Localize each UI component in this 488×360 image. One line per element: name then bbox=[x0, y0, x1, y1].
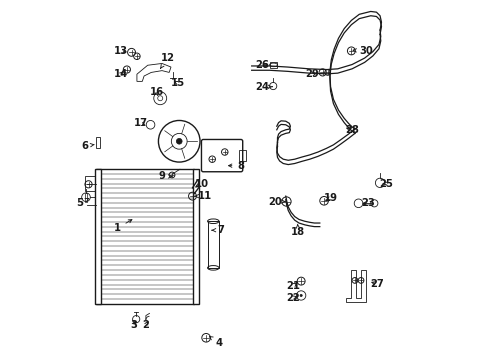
Bar bbox=[94, 169, 101, 304]
Text: 2: 2 bbox=[142, 320, 149, 330]
Bar bbox=[239, 150, 246, 161]
Text: 13: 13 bbox=[114, 46, 127, 56]
Bar bbox=[269, 62, 277, 68]
Bar bbox=[96, 137, 100, 148]
Text: 11: 11 bbox=[195, 191, 212, 201]
Text: 1: 1 bbox=[113, 220, 132, 233]
Text: 8: 8 bbox=[228, 161, 244, 171]
Text: 16: 16 bbox=[149, 87, 163, 97]
Text: 22: 22 bbox=[285, 293, 299, 303]
Text: 23: 23 bbox=[361, 198, 374, 208]
Text: 18: 18 bbox=[291, 224, 305, 237]
Text: 25: 25 bbox=[378, 179, 392, 189]
Text: 15: 15 bbox=[171, 78, 185, 88]
Circle shape bbox=[300, 294, 302, 297]
Text: 30: 30 bbox=[352, 46, 372, 56]
Bar bbox=[207, 221, 219, 268]
Text: 12: 12 bbox=[160, 53, 174, 68]
Text: 19: 19 bbox=[323, 193, 337, 203]
Text: 27: 27 bbox=[369, 279, 383, 289]
Text: 28: 28 bbox=[345, 125, 358, 135]
Text: 14: 14 bbox=[113, 69, 128, 79]
Text: 3: 3 bbox=[130, 320, 137, 330]
Text: 5: 5 bbox=[76, 198, 88, 208]
Text: 4: 4 bbox=[209, 337, 223, 348]
Text: 10: 10 bbox=[194, 179, 208, 189]
Text: 26: 26 bbox=[254, 60, 268, 70]
Circle shape bbox=[176, 138, 182, 144]
Text: 9: 9 bbox=[158, 171, 171, 181]
Text: 24: 24 bbox=[255, 82, 272, 92]
Bar bbox=[85, 193, 87, 202]
Text: 21: 21 bbox=[285, 281, 299, 291]
Text: 7: 7 bbox=[212, 225, 224, 235]
Bar bbox=[192, 169, 199, 304]
Text: 29: 29 bbox=[305, 69, 318, 79]
Text: 17: 17 bbox=[133, 118, 147, 128]
Text: 6: 6 bbox=[81, 141, 94, 151]
Text: 20: 20 bbox=[267, 197, 285, 207]
